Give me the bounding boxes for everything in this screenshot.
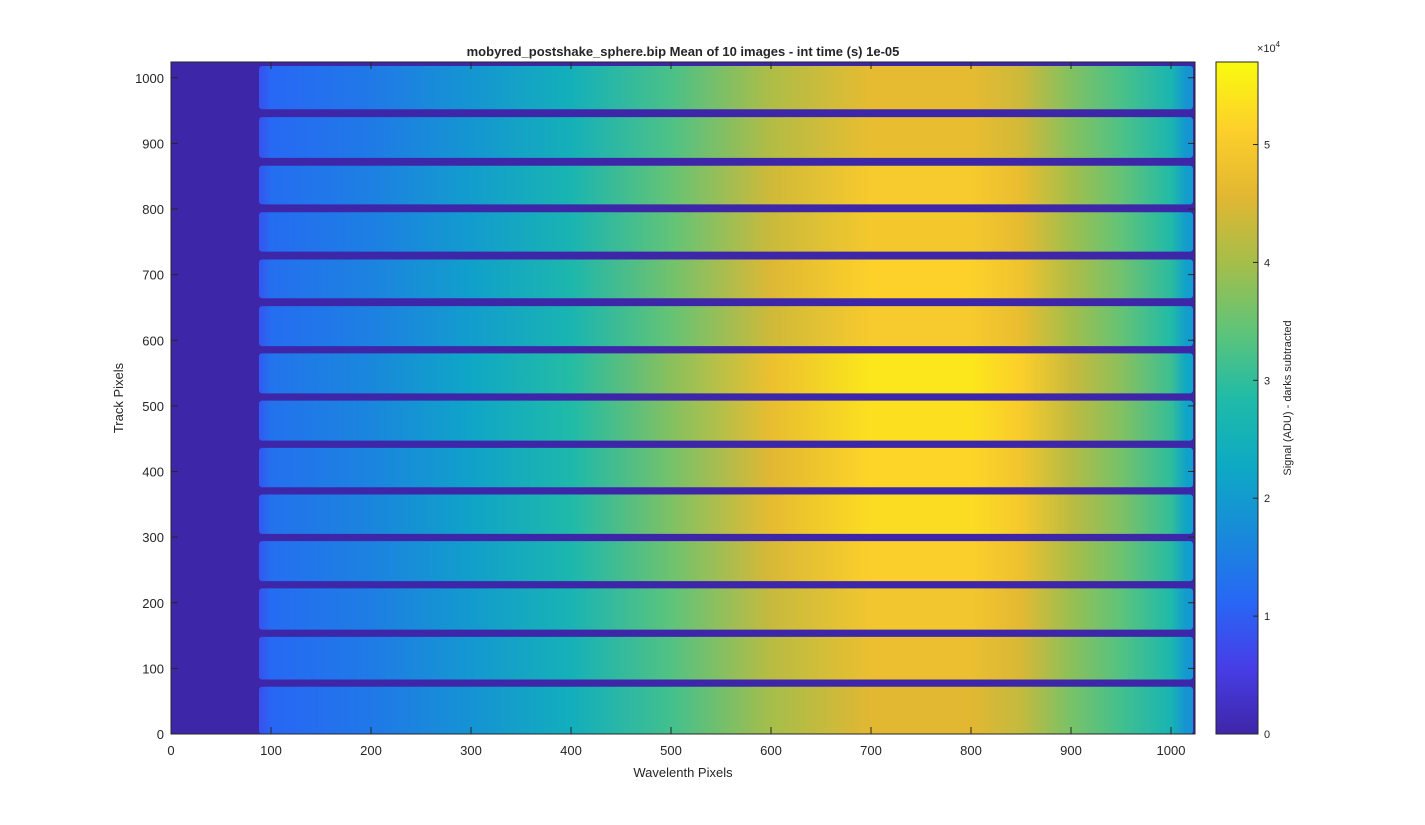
colorbar-tick-label: 1: [1264, 611, 1270, 623]
x-tick-label: 900: [1060, 743, 1082, 758]
x-axis: 0 100 200 300 400 500 600 700 800 900 1000: [167, 62, 1185, 758]
chart-title: mobyred_postshake_sphere.bip Mean of 10 …: [467, 44, 900, 59]
x-tick-label: 200: [360, 743, 382, 758]
y-tick-label: 200: [142, 596, 164, 611]
colorbar-exponent: ×104: [1257, 40, 1281, 55]
track-band-13: [259, 117, 1193, 158]
colorbar: [1215, 61, 1259, 735]
track-band-7: [259, 400, 1193, 441]
heatmap-plot-area: [171, 62, 1195, 734]
heatmap-background: [171, 62, 1195, 734]
y-tick-label: 800: [142, 202, 164, 217]
track-band-12: [259, 165, 1193, 205]
x-tick-label: 500: [660, 743, 682, 758]
y-tick-label: 500: [142, 399, 164, 414]
axes-box: [170, 61, 1196, 735]
y-axis-label: Track Pixels: [111, 362, 126, 433]
y-tick-label: 0: [157, 727, 164, 742]
colorbar-exponent-base: ×10: [1257, 43, 1276, 55]
y-tick-label: 900: [142, 136, 164, 151]
track-band-8: [259, 353, 1193, 394]
colorbar-tick-label: 3: [1264, 375, 1270, 387]
x-tick-label: 800: [960, 743, 982, 758]
track-band-2: [259, 636, 1193, 680]
x-tick-label: 100: [260, 743, 282, 758]
y-tick-label: 400: [142, 465, 164, 480]
x-tick-label: 300: [460, 743, 482, 758]
y-tick-label: 100: [142, 661, 164, 676]
colorbar-label: Signal (ADU) - darks subtracted: [1282, 320, 1294, 475]
x-tick-label: 0: [167, 743, 174, 758]
track-band-6: [259, 447, 1193, 488]
track-band-4: [259, 541, 1193, 582]
x-tick-label: 700: [860, 743, 882, 758]
y-tick-label: 300: [142, 530, 164, 545]
track-band-3: [259, 588, 1193, 630]
colorbar-exponent-power: 4: [1276, 40, 1281, 49]
y-tick-label: 1000: [135, 71, 164, 86]
track-band-10: [259, 259, 1193, 299]
colorbar-tick-label: 4: [1264, 257, 1270, 269]
colorbar-tick-label: 5: [1264, 140, 1270, 152]
track-band-5: [259, 494, 1193, 534]
colorbar-axis: 0 1 2 3 4 5: [1253, 140, 1270, 741]
colorbar-tick-label: 2: [1264, 493, 1270, 505]
x-axis-label: Wavelenth Pixels: [633, 765, 733, 780]
x-tick-label: 1000: [1157, 743, 1186, 758]
x-tick-label: 400: [560, 743, 582, 758]
track-band-11: [259, 212, 1193, 252]
x-tick-label: 600: [760, 743, 782, 758]
y-tick-label: 600: [142, 333, 164, 348]
y-tick-label: 700: [142, 268, 164, 283]
track-band-1: [259, 686, 1193, 734]
y-axis: 0 100 200 300 400 500 600 700 800 900 1000: [135, 71, 1195, 742]
track-band-9: [259, 306, 1193, 347]
track-band-14: [259, 65, 1193, 110]
colorbar-tick-label: 0: [1264, 729, 1270, 741]
